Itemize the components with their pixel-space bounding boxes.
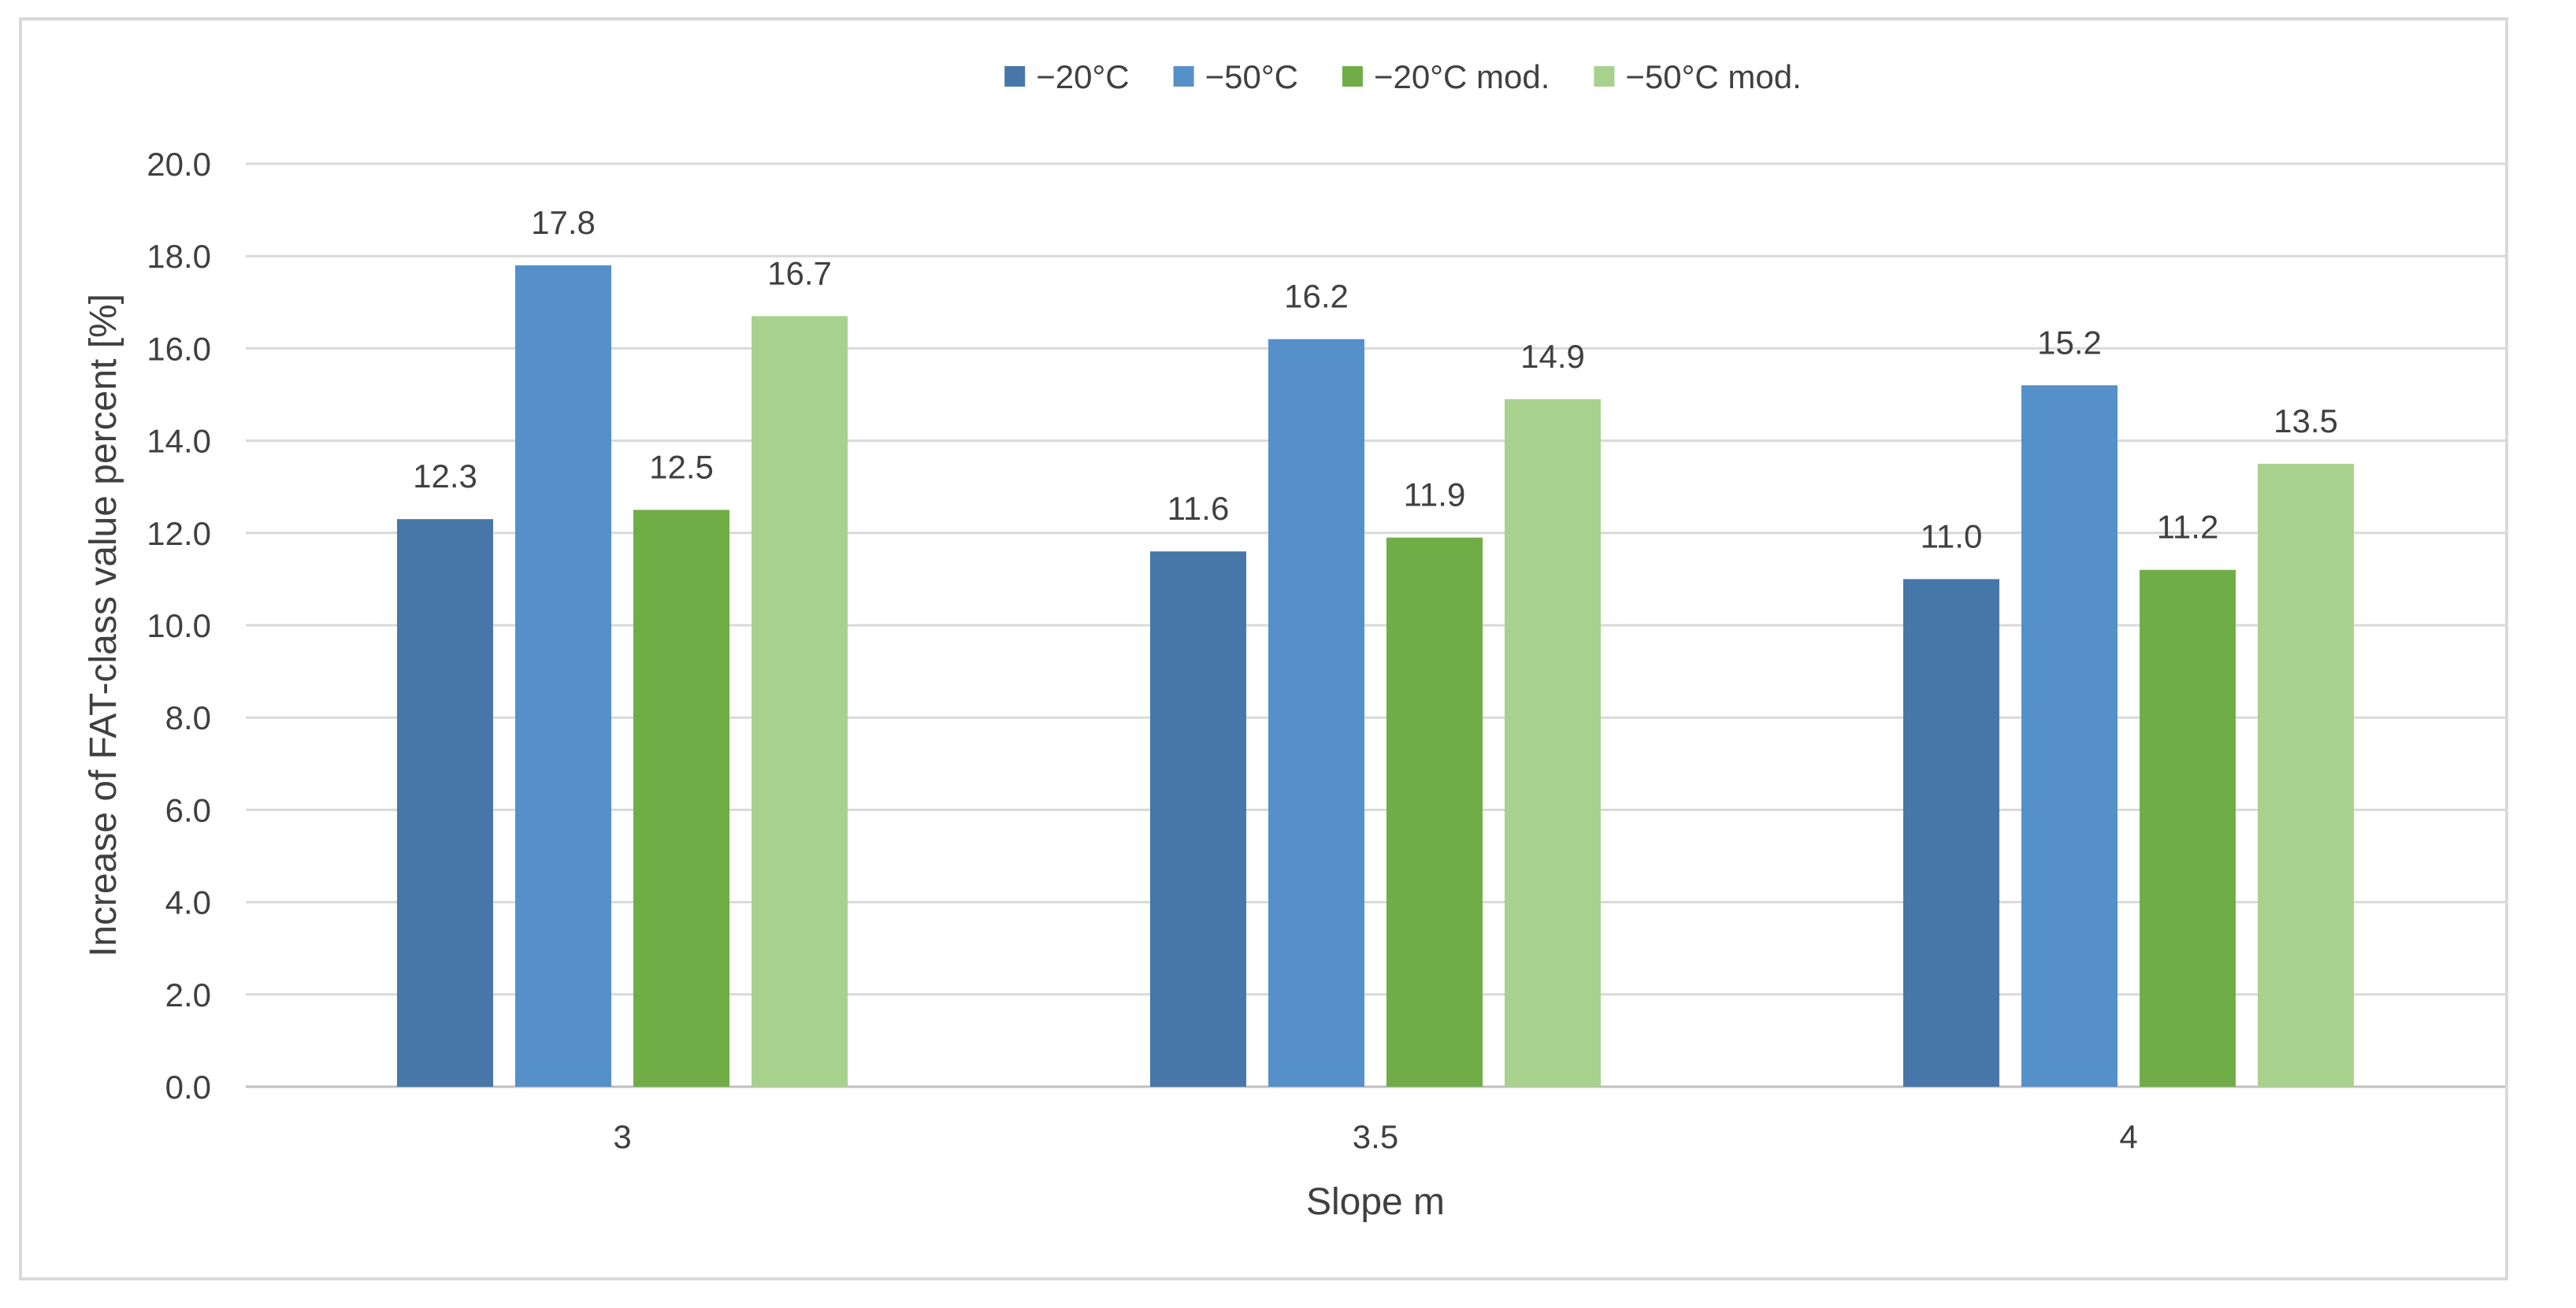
bar (1268, 339, 1364, 1087)
legend-swatch (1173, 66, 1194, 87)
y-tick-label: 16.0 (147, 330, 211, 367)
legend-swatch (1594, 66, 1615, 87)
legend-label: −20°C mod. (1374, 58, 1550, 95)
data-label: 12.5 (649, 449, 714, 486)
x-tick-label: 3 (613, 1118, 631, 1155)
data-label: 11.6 (1167, 490, 1230, 527)
legend-item: −50°C (1173, 58, 1298, 95)
data-label: 16.2 (1284, 278, 1349, 315)
bar (1505, 398, 1601, 1087)
data-label: 11.2 (2157, 509, 2219, 546)
legend-item: −50°C mod. (1594, 58, 1802, 95)
data-labels: 12.3 17.8 12.5 16.7 11.6 16.2 11.9 14.9 11.0 15.2… (413, 204, 2338, 554)
bar (1903, 579, 1999, 1087)
legend-label: −50°C (1205, 58, 1298, 95)
y-tick-label: 12.0 (147, 515, 211, 552)
bar (397, 519, 493, 1087)
y-tick-label: 18.0 (147, 238, 211, 275)
data-label: 16.7 (767, 254, 832, 291)
y-tick-label: 8.0 (165, 699, 211, 736)
x-tick-label: 3.5 (1353, 1118, 1398, 1155)
data-label: 11.0 (1921, 517, 1983, 554)
x-axis-ticks: 3 3.5 4 (613, 1118, 2137, 1155)
x-tick-label: 4 (2119, 1118, 2137, 1155)
data-label: 11.9 (1404, 476, 1466, 513)
data-label: 14.9 (1520, 338, 1585, 375)
y-tick-label: 20.0 (147, 146, 211, 183)
legend: −20°C −50°C −20°C mod. −50°C mod. (1004, 58, 1802, 95)
x-axis-title: Slope m (1306, 1181, 1445, 1223)
bar (752, 316, 848, 1087)
y-tick-label: 2.0 (165, 976, 211, 1013)
y-tick-label: 10.0 (147, 607, 211, 644)
data-label: 12.3 (413, 458, 477, 495)
legend-item: −20°C (1004, 58, 1130, 95)
legend-item: −20°C mod. (1342, 58, 1550, 95)
bar (2021, 385, 2118, 1087)
bar (2258, 463, 2354, 1087)
y-axis-ticks: 0.0 2.0 4.0 6.0 8.0 10.0 12.0 14.0 16.0 18.0 20.0 (147, 146, 211, 1106)
data-label: 17.8 (531, 204, 596, 241)
bar (1386, 537, 1483, 1087)
bar (633, 509, 729, 1087)
bar (515, 265, 611, 1087)
y-tick-label: 0.0 (165, 1069, 211, 1106)
bar (2140, 569, 2236, 1087)
data-label: 13.5 (2273, 402, 2338, 439)
y-tick-label: 14.0 (147, 423, 211, 460)
legend-label: −20°C (1036, 58, 1129, 95)
legend-swatch (1004, 66, 1026, 87)
bar (1150, 551, 1246, 1087)
y-tick-label: 6.0 (165, 791, 211, 828)
gridlines (246, 162, 2505, 1088)
y-axis-title: Increase of FAT-class value percent [%] (83, 294, 124, 957)
data-label: 15.2 (2037, 324, 2102, 361)
y-tick-label: 4.0 (165, 884, 211, 921)
legend-label: −50°C mod. (1625, 58, 1801, 95)
legend-swatch (1342, 66, 1363, 87)
bars (397, 265, 2354, 1087)
